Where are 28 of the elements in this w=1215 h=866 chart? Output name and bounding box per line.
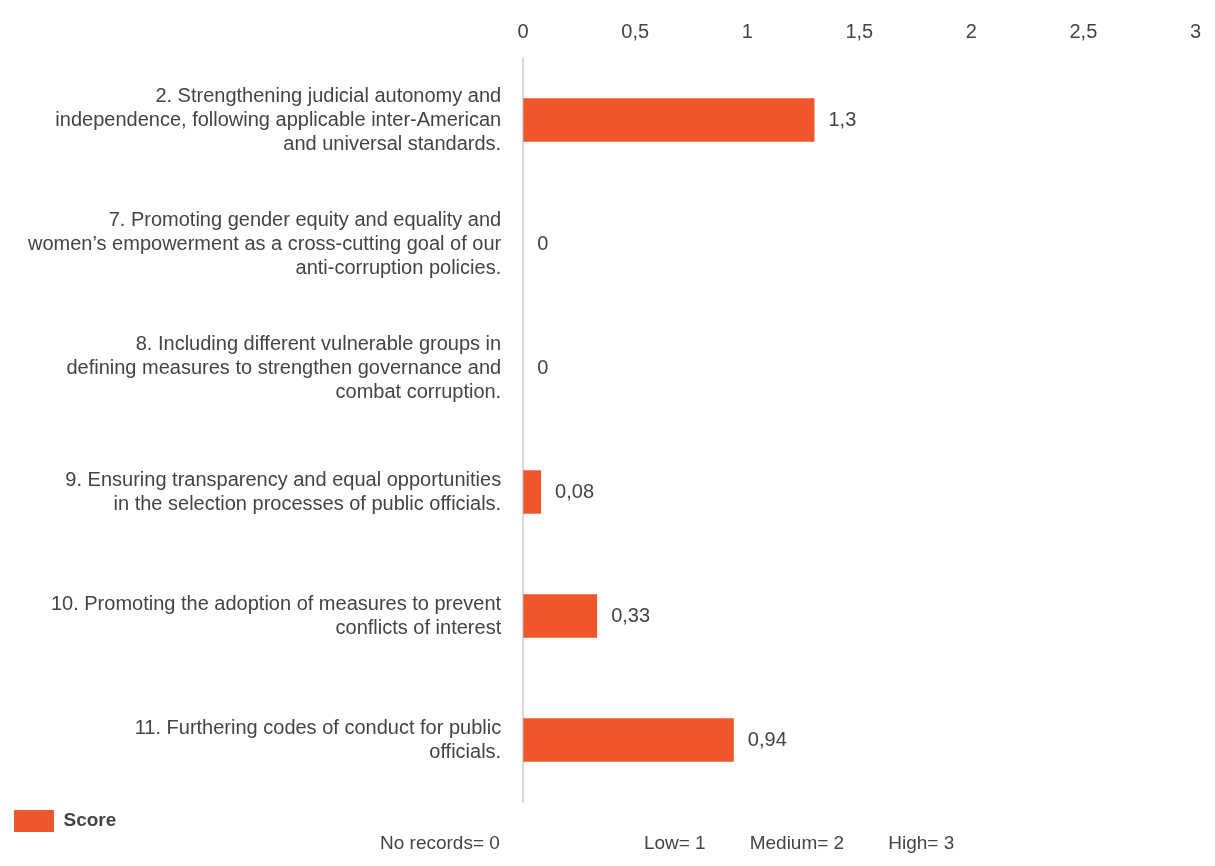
x-tick-label: 1: [741, 19, 753, 42]
text: High= 3: [888, 832, 955, 854]
legend-label: Score: [63, 809, 117, 831]
y-tick-label: 7. Promoting gender equity and equality and women’s empowerment as a cross-cutting goal of our anti-corruption policies.: [27, 207, 502, 278]
data-label: 0,94: [747, 727, 787, 750]
x-tick-label: 0: [517, 19, 529, 42]
data-label: 0: [537, 231, 549, 254]
x-tick-label: 1,5: [845, 19, 874, 42]
x-tick-label: 3: [1189, 19, 1201, 42]
bar: [523, 470, 542, 514]
bar: [523, 98, 815, 142]
y-tick-label: 10. Promoting the adoption of measures to prevent conflicts of interest: [50, 591, 502, 638]
data-label: 0,08: [555, 479, 595, 502]
text: No records= 0: [380, 832, 500, 854]
y-tick-label: 11. Furthering codes of conduct for public officials.: [134, 715, 502, 762]
bar: [523, 718, 734, 762]
data-label: 1,3: [828, 107, 857, 130]
text: Low= 1: [643, 832, 706, 854]
y-tick-label: 2. Strengthening judicial autonomy and independence, following applicable inter-American and universal standards.: [55, 83, 502, 154]
y-tick-label: 9. Ensuring transparency and equal opportunities in the selection processes of public officials.: [65, 467, 502, 514]
data-label: 0,33: [611, 603, 651, 626]
x-tick-label: 0,5: [621, 19, 650, 42]
data-label: 0: [537, 355, 549, 378]
y-tick-label: 8. Including different vulnerable groups in defining measures to strengthen governance and combat corruption.: [66, 331, 502, 402]
bar: [523, 594, 598, 638]
x-tick-label: 2,5: [1069, 19, 1098, 42]
x-tick-label: 2: [965, 19, 977, 42]
text: Medium= 2: [749, 832, 845, 854]
